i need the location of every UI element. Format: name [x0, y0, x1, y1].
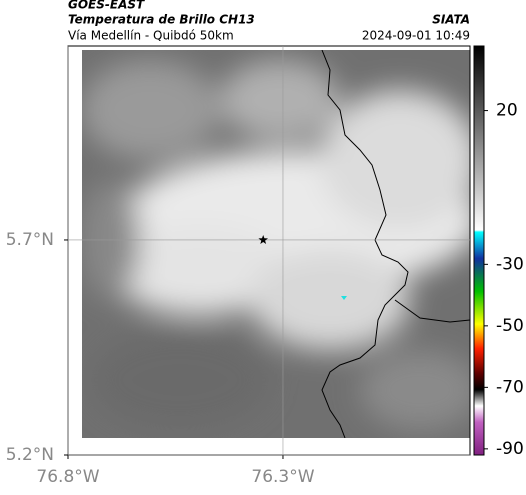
timestamp: 2024-09-01 10:49 — [362, 29, 470, 43]
colorbar-tick-label: -50 — [496, 316, 524, 336]
y-tick-label: 5.7°N — [6, 230, 54, 250]
x-tick-label: 76.3°W — [251, 467, 314, 487]
colorbar-tick-label: 20 — [496, 101, 518, 121]
source: GOES-EAST — [68, 0, 145, 12]
colorbar-tick-label: -30 — [496, 254, 524, 274]
route: Vía Medellín - Quibdó 50km — [68, 29, 234, 43]
colorbar-tick-label: -70 — [496, 377, 524, 397]
y-tick-label: 5.2°N — [6, 445, 54, 465]
org: SIATA — [432, 13, 470, 27]
location-marker — [258, 235, 268, 244]
product: Temperatura de Brillo CH13 — [68, 13, 255, 27]
colorbar-tick-label: -90 — [496, 439, 524, 459]
satellite-image — [82, 50, 470, 438]
x-tick-label: 76.8°W — [36, 467, 99, 487]
colorbar — [473, 45, 485, 456]
